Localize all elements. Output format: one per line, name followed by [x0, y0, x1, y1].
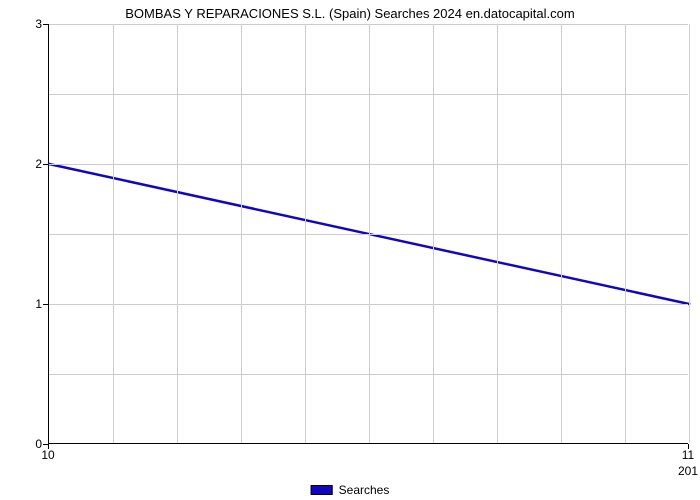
chart-title: BOMBAS Y REPARACIONES S.L. (Spain) Searc… [0, 6, 700, 21]
x-tick-mark [48, 444, 49, 449]
x-tick-label: 10 [41, 448, 54, 462]
grid-line-vertical [689, 24, 690, 443]
y-tick-label: 2 [12, 157, 42, 171]
grid-line-horizontal [49, 304, 688, 305]
grid-line-horizontal [49, 234, 688, 235]
legend-swatch [311, 485, 333, 495]
y-tick-mark [43, 24, 48, 25]
grid-line-horizontal [49, 24, 688, 25]
grid-line-horizontal [49, 94, 688, 95]
x-sub-label: 201 [678, 464, 698, 478]
grid-line-horizontal [49, 374, 688, 375]
y-tick-mark [43, 304, 48, 305]
y-tick-label: 3 [12, 17, 42, 31]
x-tick-mark [688, 444, 689, 449]
y-tick-mark [43, 164, 48, 165]
y-tick-label: 1 [12, 297, 42, 311]
legend: Searches [311, 483, 390, 497]
x-tick-label: 11 [682, 448, 694, 462]
legend-label: Searches [339, 483, 390, 497]
grid-line-horizontal [49, 164, 688, 165]
chart-container: BOMBAS Y REPARACIONES S.L. (Spain) Searc… [0, 0, 700, 500]
y-tick-label: 0 [12, 437, 42, 451]
plot-area [48, 24, 688, 444]
